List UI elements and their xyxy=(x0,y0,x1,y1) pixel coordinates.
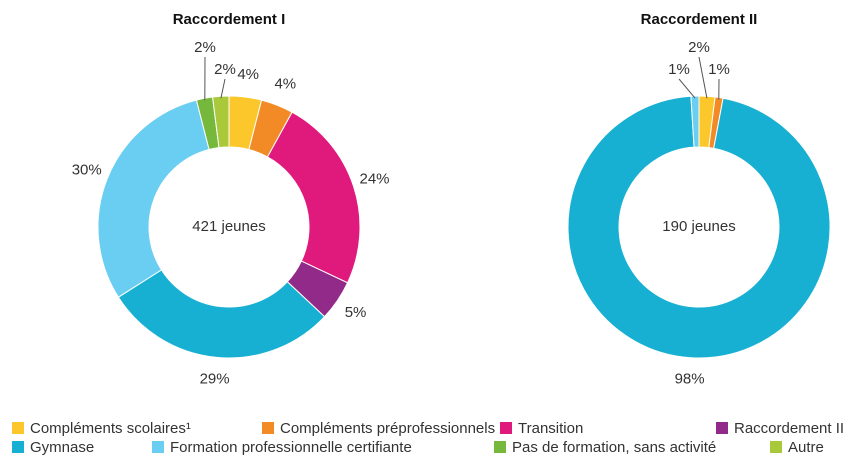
donut-slice xyxy=(266,111,361,284)
legend-label: Compléments scolaires¹ xyxy=(30,420,191,437)
legend-label: Autre xyxy=(788,439,824,456)
legend-label: Pas de formation, sans activité xyxy=(512,439,716,456)
leader-line xyxy=(220,78,226,99)
legend-label: Transition xyxy=(518,420,583,437)
value-label: 1% xyxy=(668,61,690,78)
legend-swatch xyxy=(716,422,728,434)
legend-swatch xyxy=(500,422,512,434)
value-label: 2% xyxy=(688,39,710,56)
value-label: 2% xyxy=(194,39,216,56)
chart-title: Raccordement II xyxy=(641,11,758,28)
legend-swatch xyxy=(494,441,506,453)
donut-slice xyxy=(212,95,230,149)
value-label: 4% xyxy=(237,66,259,83)
center-label: 421 jeunes xyxy=(192,218,265,235)
value-label: 1% xyxy=(708,61,730,78)
leader-line xyxy=(698,56,708,99)
legend-swatch xyxy=(12,441,24,453)
leader-line xyxy=(678,78,696,99)
legend-label: Formation professionnelle certifiante xyxy=(170,439,412,456)
value-label: 30% xyxy=(72,162,102,179)
donut-slice xyxy=(97,99,210,298)
legend-label: Compléments préprofessionnels xyxy=(280,420,495,437)
legend-swatch xyxy=(770,441,782,453)
donut-slice xyxy=(567,95,831,359)
legend-swatch xyxy=(262,422,274,434)
center-label: 190 jeunes xyxy=(662,218,735,235)
value-label: 5% xyxy=(345,304,367,321)
value-label: 2% xyxy=(214,61,236,78)
legend-label: Raccordement II xyxy=(734,420,844,437)
legend-label: Gymnase xyxy=(30,439,94,456)
chart-title: Raccordement I xyxy=(173,11,286,28)
value-label: 24% xyxy=(359,171,389,188)
value-label: 4% xyxy=(274,76,296,93)
value-label: 29% xyxy=(200,370,230,387)
donut-slice xyxy=(117,269,326,359)
legend-swatch xyxy=(12,422,24,434)
value-label: 98% xyxy=(675,371,705,388)
legend-swatch xyxy=(152,441,164,453)
